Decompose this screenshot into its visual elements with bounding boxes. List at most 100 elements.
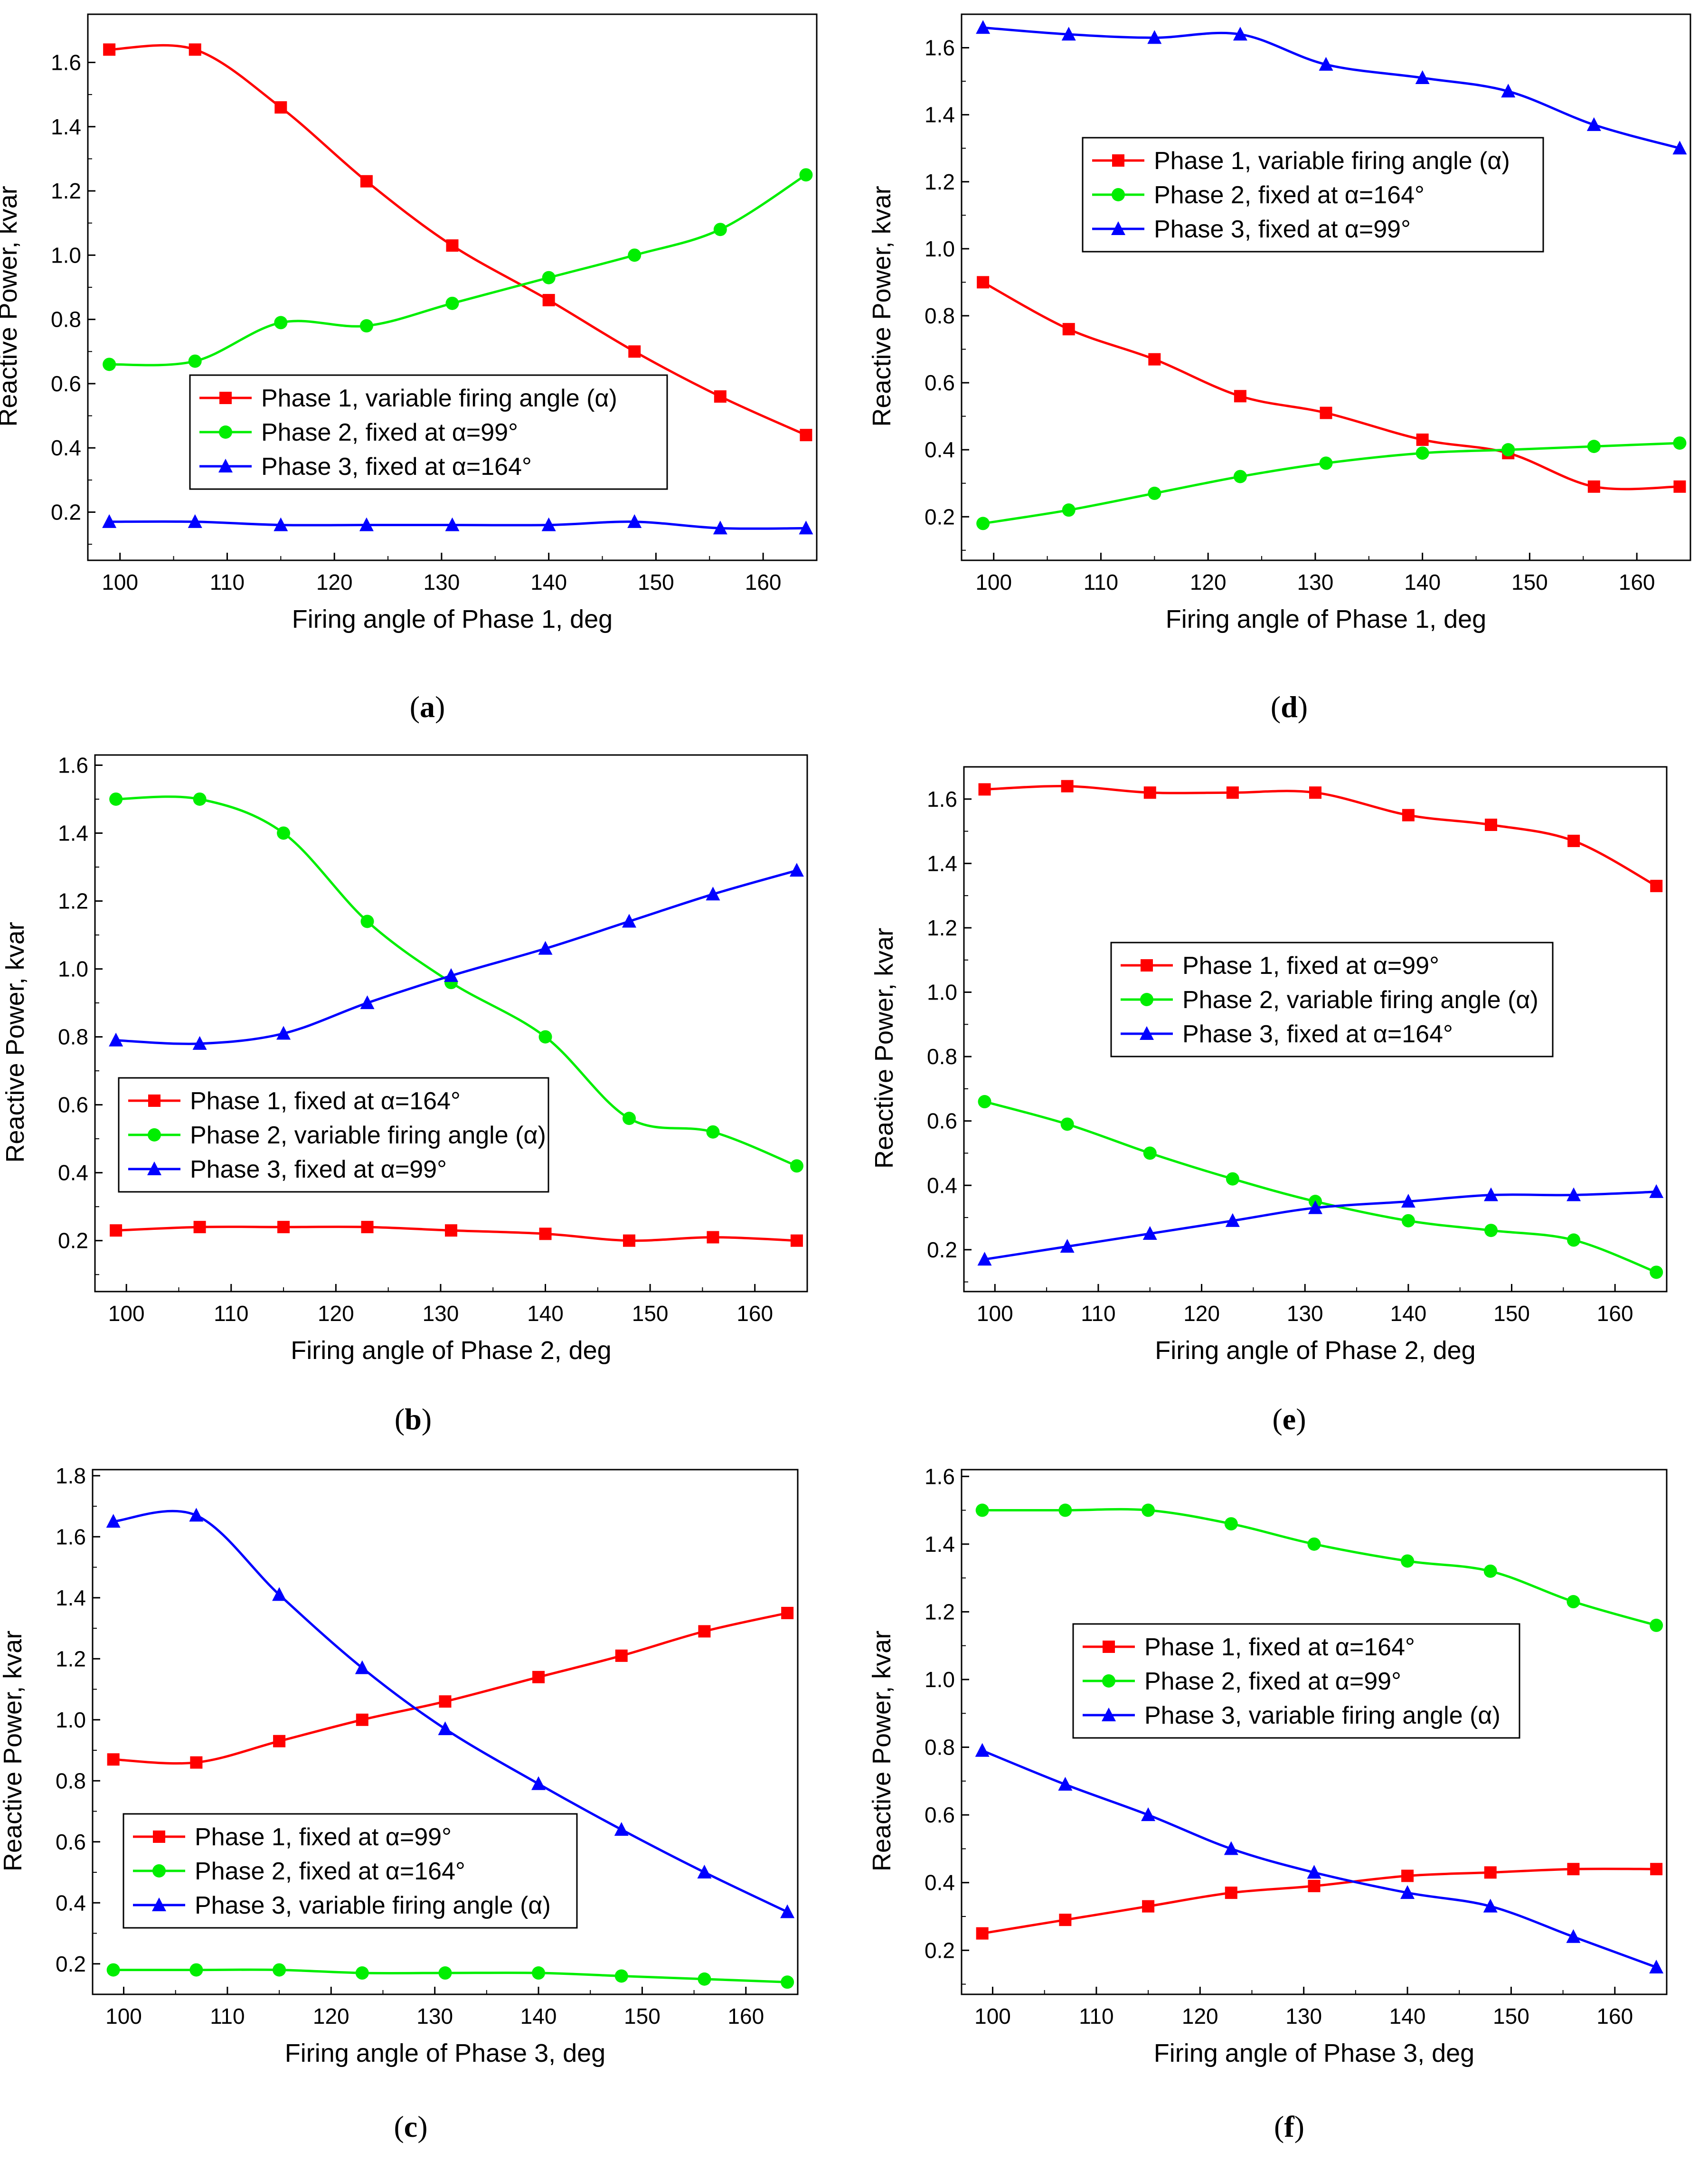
- y-tick-label: 0.6: [925, 370, 955, 395]
- data-point: [1061, 27, 1076, 41]
- series-1: [978, 780, 1663, 892]
- panel-caption: (b): [395, 1402, 432, 1436]
- data-point: [1059, 1914, 1072, 1926]
- y-tick-label: 1.4: [58, 821, 88, 845]
- data-point: [438, 1966, 452, 1980]
- data-point: [789, 863, 804, 877]
- data-point: [274, 101, 287, 114]
- y-tick-label: 0.4: [925, 1870, 955, 1895]
- chart-a: 100 110 120 130 140 150 160 0.2 0.4 0.6 0.8 1.0 1.2 1…: [0, 13, 818, 724]
- data-point: [976, 1927, 989, 1940]
- data-point: [614, 1822, 629, 1836]
- legend-marker: [1102, 1708, 1116, 1721]
- data-point: [193, 792, 207, 806]
- y-tick-label: 0.6: [58, 1093, 88, 1117]
- y-tick-label: 1.6: [925, 36, 955, 60]
- y-axis-label: Reactive Power, kvar: [0, 1631, 27, 1871]
- x-tick-label: 120: [1190, 570, 1227, 595]
- y-tick-label: 0.8: [56, 1768, 86, 1793]
- data-point: [614, 1969, 628, 1983]
- data-point: [1226, 786, 1239, 799]
- data-point: [1566, 1929, 1581, 1943]
- data-point: [799, 168, 813, 182]
- x-tick-label: 120: [1182, 2004, 1218, 2029]
- legend-entry: Phase 1, variable firing angle (α): [1154, 147, 1510, 175]
- x-tick-label: 100: [102, 570, 138, 595]
- data-point: [1061, 780, 1074, 793]
- data-point: [531, 1776, 546, 1790]
- y-tick-label: 1.0: [58, 957, 88, 981]
- legend-marker: [1102, 1674, 1115, 1688]
- data-point: [103, 43, 116, 56]
- data-point: [445, 517, 460, 531]
- data-point: [976, 20, 991, 34]
- data-point: [1143, 786, 1156, 799]
- y-tick-label: 0.2: [925, 1938, 955, 1963]
- data-point: [188, 514, 202, 528]
- legend-marker: [1141, 959, 1153, 972]
- panel-letter: b: [405, 1402, 422, 1436]
- data-point: [780, 1904, 795, 1918]
- data-point: [977, 1252, 992, 1266]
- y-tick-label: 1.6: [58, 753, 88, 777]
- data-point: [274, 517, 288, 531]
- legend-entry: Phase 3, variable firing angle (α): [1144, 1702, 1500, 1729]
- data-point: [361, 1221, 374, 1234]
- data-point: [273, 1735, 286, 1747]
- legend-entry: Phase 1, fixed at α=164°: [1144, 1633, 1415, 1661]
- legend-entry: Phase 3, fixed at α=164°: [261, 453, 532, 481]
- series-2: [109, 792, 803, 1173]
- data-point: [978, 783, 991, 796]
- legend-marker: [147, 1161, 161, 1175]
- x-tick-label: 100: [108, 1301, 145, 1326]
- y-tick-label: 0.8: [925, 1735, 955, 1760]
- data-point: [1308, 1200, 1322, 1214]
- data-point: [189, 1508, 204, 1522]
- data-point: [800, 429, 812, 442]
- data-point: [706, 887, 720, 901]
- data-point: [1062, 503, 1076, 517]
- data-point: [106, 1514, 121, 1528]
- x-tick-label: 120: [1183, 1301, 1220, 1326]
- legend-marker: [1140, 1026, 1154, 1040]
- data-point: [102, 514, 117, 528]
- data-point: [1402, 809, 1415, 821]
- series-2: [106, 1963, 794, 1989]
- x-tick-label: 140: [527, 1301, 564, 1326]
- data-point: [189, 1963, 203, 1977]
- data-point: [975, 1503, 989, 1517]
- x-tick-label: 140: [1390, 1301, 1427, 1326]
- data-point: [103, 358, 116, 371]
- data-point: [1308, 1879, 1321, 1892]
- legend: Phase 1, variable firing angle (α) Phase …: [189, 374, 668, 490]
- data-point: [1148, 353, 1161, 366]
- data-point: [1650, 1863, 1663, 1876]
- series-line: [113, 1612, 788, 1765]
- data-point: [1484, 1866, 1497, 1879]
- y-tick-label: 1.0: [927, 980, 957, 1005]
- data-point: [1567, 1233, 1581, 1247]
- y-axis-label: Reactive Power, kvar: [0, 186, 22, 426]
- legend: Phase 1, fixed at α=164° Phase 2, fixed a…: [1072, 1623, 1520, 1739]
- data-point: [539, 1227, 552, 1240]
- series-3: [977, 1184, 1664, 1266]
- data-point: [707, 1231, 719, 1244]
- data-point: [360, 995, 375, 1010]
- data-point: [1233, 27, 1247, 41]
- y-axis-label: Reactive Power, kvar: [868, 1631, 896, 1871]
- chart-d: 100 110 120 130 140 150 160 0.2 0.4 0.6 0.8 1.0 1.2 1…: [868, 13, 1691, 724]
- legend-entry: Phase 2, fixed at α=99°: [261, 419, 518, 446]
- data-point: [1142, 1900, 1155, 1913]
- legend-box: [123, 1813, 578, 1929]
- data-point: [276, 1026, 291, 1040]
- data-point: [1415, 70, 1430, 85]
- data-point: [790, 1234, 803, 1247]
- data-point: [1485, 819, 1497, 831]
- data-point: [1501, 443, 1515, 457]
- data-point: [359, 517, 374, 531]
- x-tick-label: 150: [632, 1301, 669, 1326]
- data-point: [1673, 480, 1686, 493]
- data-point: [1224, 1841, 1238, 1855]
- data-point: [1586, 117, 1601, 131]
- panel-caption: (e): [1272, 1402, 1306, 1436]
